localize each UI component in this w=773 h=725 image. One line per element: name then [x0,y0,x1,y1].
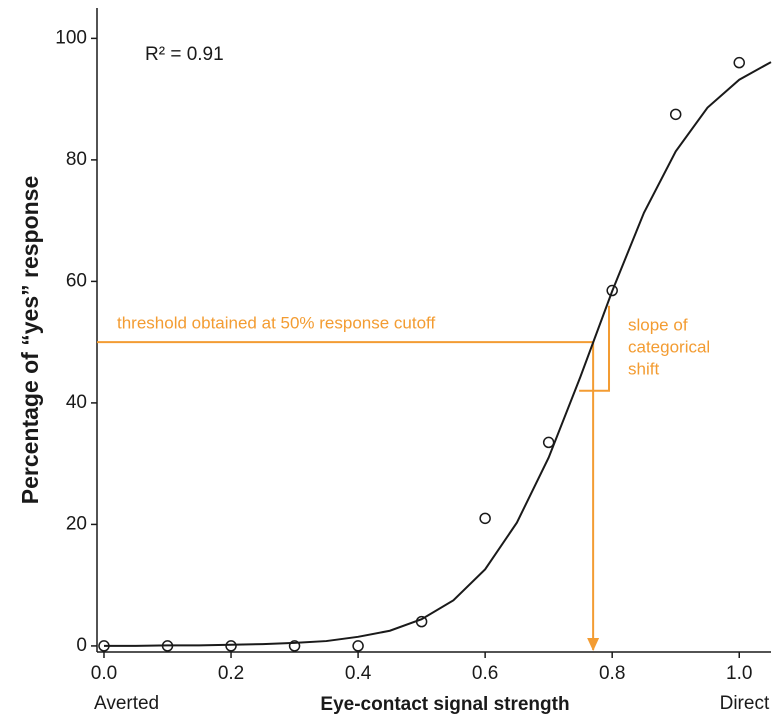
y-tick-label: 80 [66,149,87,170]
y-tick-label: 0 [76,635,87,656]
data-point [161,640,174,652]
y-tick-label: 100 [55,27,87,48]
x-tick-label: 0.0 [91,663,117,684]
x-tick-label: 0.2 [218,663,244,684]
data-point [225,640,237,652]
data-point [479,512,491,525]
r-squared: R² = 0.91 [145,44,224,65]
data-point [606,284,618,297]
arrow-head [587,638,600,651]
x-end-label: Direct [720,693,770,714]
data-point [288,640,301,652]
data-point [733,56,745,69]
x-tick-label: 0.4 [345,663,372,684]
x-axis-label: Eye-contact signal strength [320,694,569,715]
x-tick-label: 1.0 [726,663,752,684]
data-point [98,640,110,652]
data-point [352,640,364,652]
y-axis-label: Percentage of “yes” response [17,176,43,505]
y-tick-label: 60 [66,270,87,291]
data-point [542,436,555,449]
slope-label: shift [628,359,659,378]
slope-label: slope of [628,315,688,334]
x-tick-label: 0.8 [599,663,625,684]
fit-curve [103,61,772,647]
threshold-label: threshold obtained at 50% response cutof… [117,314,435,333]
y-tick-label: 20 [66,513,87,534]
slope-triangle [579,305,611,392]
y-tick-label: 40 [66,392,87,413]
data-point [415,615,428,628]
slope-label: categorical [628,337,710,356]
x-tick-label: 0.6 [472,663,498,684]
x-end-label: Averted [94,693,159,714]
data-point [669,108,682,121]
